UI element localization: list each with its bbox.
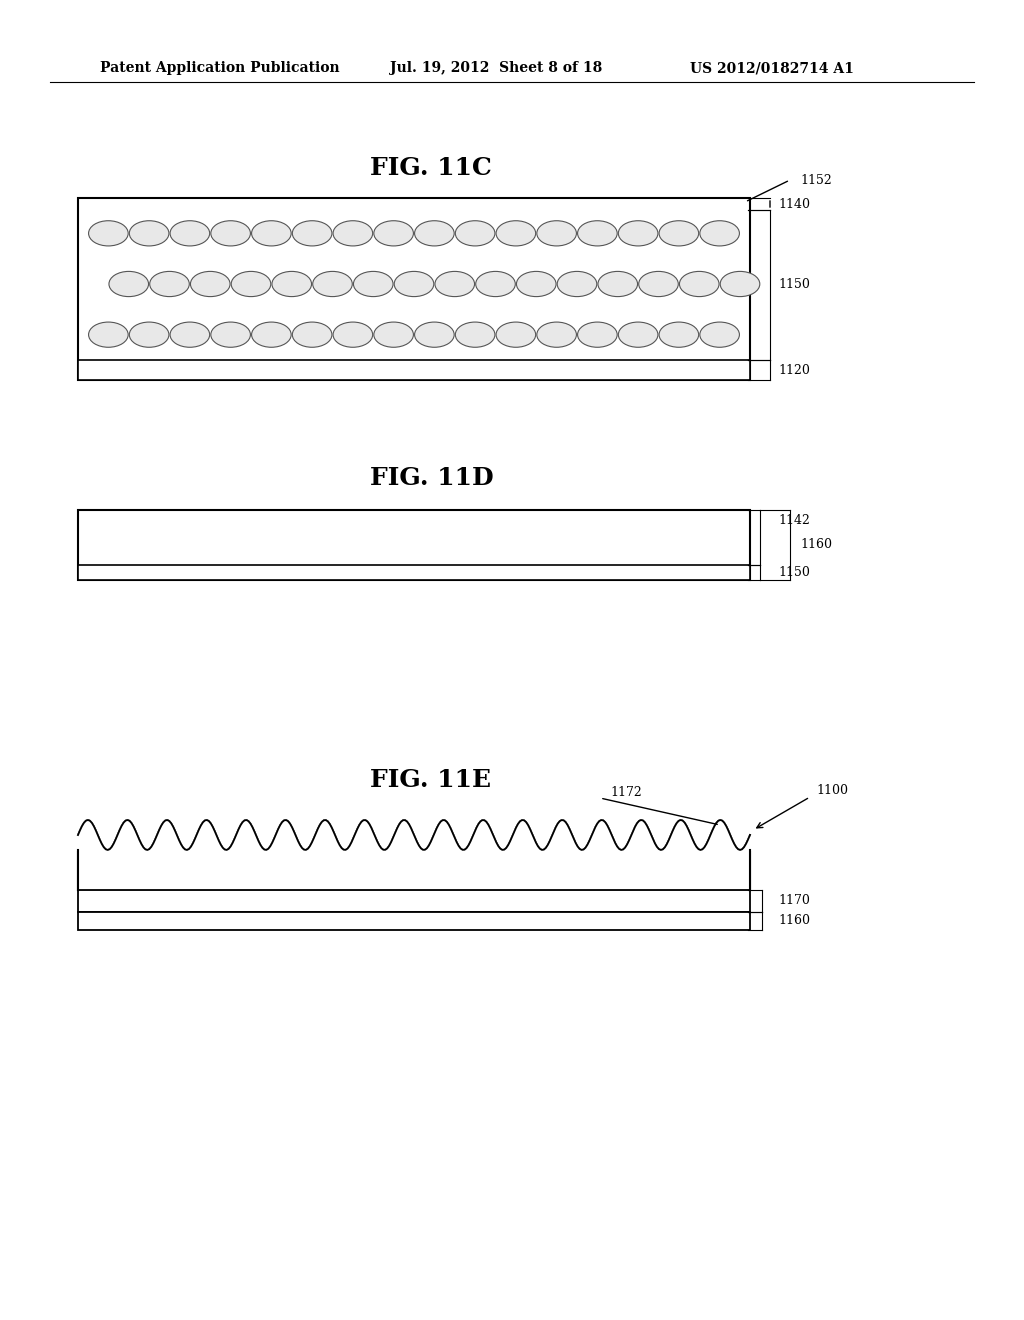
Ellipse shape <box>537 322 577 347</box>
Ellipse shape <box>516 272 556 297</box>
Ellipse shape <box>496 322 536 347</box>
Ellipse shape <box>170 322 210 347</box>
Text: 1160: 1160 <box>800 539 831 552</box>
Ellipse shape <box>353 272 393 297</box>
Text: FIG. 11E: FIG. 11E <box>370 768 490 792</box>
Bar <box>78 510 750 579</box>
Ellipse shape <box>557 272 597 297</box>
Ellipse shape <box>272 272 311 297</box>
Text: Patent Application Publication: Patent Application Publication <box>100 61 340 75</box>
Polygon shape <box>78 820 750 890</box>
Ellipse shape <box>88 220 128 246</box>
Ellipse shape <box>231 272 270 297</box>
Ellipse shape <box>578 322 617 347</box>
Text: 1120: 1120 <box>778 363 810 376</box>
Ellipse shape <box>211 322 251 347</box>
Bar <box>78 198 750 380</box>
Bar <box>78 890 750 912</box>
Text: 1160: 1160 <box>778 915 810 928</box>
Text: FIG. 11D: FIG. 11D <box>370 466 494 490</box>
Ellipse shape <box>374 322 414 347</box>
Ellipse shape <box>129 220 169 246</box>
Ellipse shape <box>699 322 739 347</box>
Ellipse shape <box>720 272 760 297</box>
Text: 1170: 1170 <box>778 895 810 908</box>
Ellipse shape <box>252 322 291 347</box>
Ellipse shape <box>598 272 638 297</box>
Ellipse shape <box>496 220 536 246</box>
Ellipse shape <box>312 272 352 297</box>
Bar <box>78 912 750 931</box>
Ellipse shape <box>150 272 189 297</box>
Ellipse shape <box>699 220 739 246</box>
Ellipse shape <box>129 322 169 347</box>
Text: 1100: 1100 <box>816 784 848 796</box>
Ellipse shape <box>456 322 495 347</box>
Ellipse shape <box>394 272 434 297</box>
Ellipse shape <box>170 220 210 246</box>
Bar <box>78 565 750 579</box>
Ellipse shape <box>659 322 698 347</box>
Ellipse shape <box>190 272 230 297</box>
Text: 1150: 1150 <box>778 565 810 578</box>
Ellipse shape <box>680 272 719 297</box>
Ellipse shape <box>415 322 455 347</box>
Bar <box>78 360 750 380</box>
Ellipse shape <box>211 220 251 246</box>
Ellipse shape <box>618 322 658 347</box>
Text: 1140: 1140 <box>778 198 810 210</box>
Text: 1142: 1142 <box>778 513 810 527</box>
Ellipse shape <box>333 220 373 246</box>
Text: 1172: 1172 <box>610 787 642 800</box>
Text: Jul. 19, 2012  Sheet 8 of 18: Jul. 19, 2012 Sheet 8 of 18 <box>390 61 602 75</box>
Ellipse shape <box>415 220 455 246</box>
Ellipse shape <box>639 272 678 297</box>
Text: US 2012/0182714 A1: US 2012/0182714 A1 <box>690 61 854 75</box>
Ellipse shape <box>659 220 698 246</box>
Text: 1152: 1152 <box>800 173 831 186</box>
Ellipse shape <box>578 220 617 246</box>
Ellipse shape <box>292 322 332 347</box>
Ellipse shape <box>618 220 658 246</box>
Ellipse shape <box>537 220 577 246</box>
Ellipse shape <box>292 220 332 246</box>
Ellipse shape <box>435 272 474 297</box>
Ellipse shape <box>374 220 414 246</box>
Ellipse shape <box>333 322 373 347</box>
Ellipse shape <box>252 220 291 246</box>
Text: 1150: 1150 <box>778 279 810 292</box>
Text: FIG. 11C: FIG. 11C <box>370 156 492 180</box>
Ellipse shape <box>456 220 495 246</box>
Ellipse shape <box>88 322 128 347</box>
Ellipse shape <box>476 272 515 297</box>
Ellipse shape <box>109 272 148 297</box>
